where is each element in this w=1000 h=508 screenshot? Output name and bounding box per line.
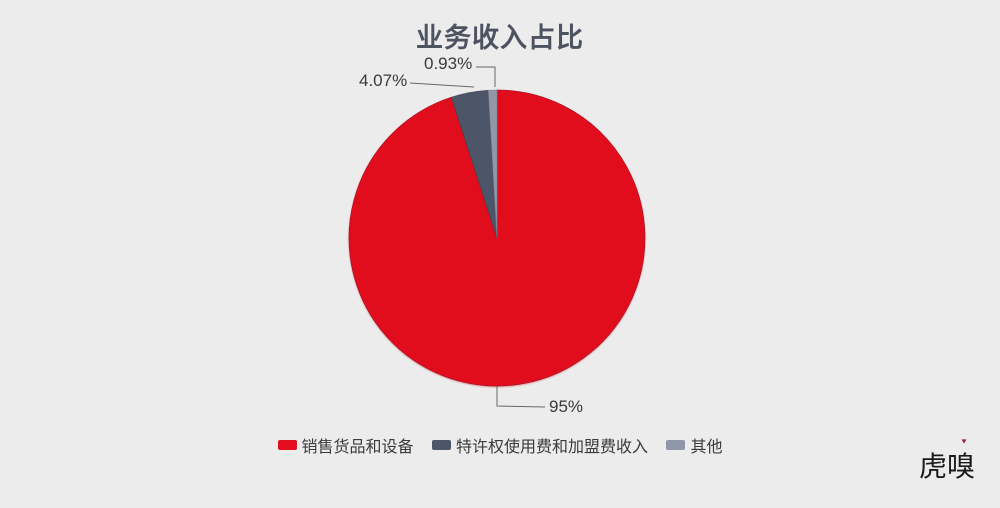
svg-text:4.07%: 4.07%: [359, 71, 407, 90]
svg-text:0.93%: 0.93%: [424, 54, 472, 73]
svg-text:95%: 95%: [549, 397, 583, 416]
